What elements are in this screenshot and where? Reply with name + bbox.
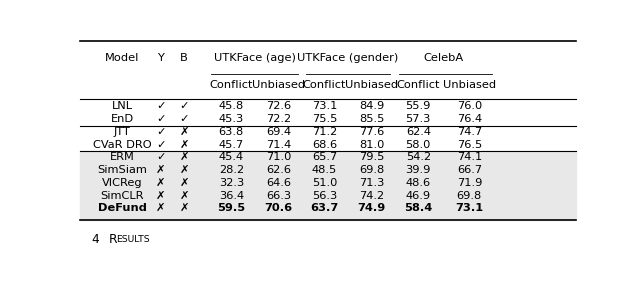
Text: Unbiased: Unbiased	[252, 80, 305, 90]
Text: 75.5: 75.5	[312, 114, 337, 124]
Text: 74.7: 74.7	[457, 127, 482, 137]
Text: 57.3: 57.3	[406, 114, 431, 124]
Text: 76.4: 76.4	[457, 114, 482, 124]
Text: ESULTS: ESULTS	[116, 235, 149, 244]
Text: 28.2: 28.2	[219, 165, 244, 175]
Text: ERM: ERM	[109, 152, 134, 162]
Text: 71.9: 71.9	[457, 178, 482, 188]
Text: 74.1: 74.1	[457, 152, 482, 162]
Text: ✓: ✓	[156, 102, 166, 111]
Text: SimCLR: SimCLR	[100, 191, 144, 200]
Text: 39.9: 39.9	[406, 165, 431, 175]
Text: 72.2: 72.2	[266, 114, 291, 124]
Text: 68.6: 68.6	[312, 140, 337, 150]
Text: 85.5: 85.5	[359, 114, 385, 124]
Text: ✗: ✗	[179, 127, 189, 137]
Text: ✓: ✓	[156, 140, 166, 150]
Text: 71.0: 71.0	[266, 152, 291, 162]
Text: 73.1: 73.1	[312, 102, 337, 111]
Text: Model: Model	[105, 54, 140, 63]
Text: 70.6: 70.6	[264, 203, 292, 213]
Text: 36.4: 36.4	[219, 191, 244, 200]
Text: 48.6: 48.6	[406, 178, 431, 188]
Text: 51.0: 51.0	[312, 178, 337, 188]
Text: 72.6: 72.6	[266, 102, 291, 111]
Text: DeFund: DeFund	[98, 203, 147, 213]
Text: 64.6: 64.6	[266, 178, 291, 188]
Text: 45.4: 45.4	[219, 152, 244, 162]
Text: 46.9: 46.9	[406, 191, 431, 200]
Text: ✗: ✗	[179, 191, 189, 200]
Text: UTKFace (gender): UTKFace (gender)	[298, 54, 399, 63]
Text: Conflict: Conflict	[209, 80, 253, 90]
Text: 4: 4	[91, 233, 99, 246]
Text: ✓: ✓	[156, 152, 166, 162]
Text: 66.3: 66.3	[266, 191, 291, 200]
Text: R: R	[109, 233, 117, 246]
Text: ✗: ✗	[179, 203, 189, 213]
Text: 62.6: 62.6	[266, 165, 291, 175]
Text: 54.2: 54.2	[406, 152, 431, 162]
Text: 45.7: 45.7	[219, 140, 244, 150]
Text: 74.9: 74.9	[358, 203, 386, 213]
Text: EnD: EnD	[111, 114, 134, 124]
Text: B: B	[180, 54, 188, 63]
Text: ✗: ✗	[156, 165, 166, 175]
Text: 48.5: 48.5	[312, 165, 337, 175]
Text: 74.2: 74.2	[359, 191, 384, 200]
Text: 58.0: 58.0	[406, 140, 431, 150]
Text: Y: Y	[157, 54, 164, 63]
Text: Unbiased: Unbiased	[345, 80, 398, 90]
Text: 65.7: 65.7	[312, 152, 337, 162]
Text: 63.8: 63.8	[219, 127, 244, 137]
Text: ✓: ✓	[156, 127, 166, 137]
Text: ✓: ✓	[156, 114, 166, 124]
Text: SimSiam: SimSiam	[97, 165, 147, 175]
Text: JTT: JTT	[114, 127, 131, 137]
Text: 59.5: 59.5	[217, 203, 245, 213]
Text: 71.2: 71.2	[312, 127, 337, 137]
Text: 62.4: 62.4	[406, 127, 431, 137]
Text: 56.3: 56.3	[312, 191, 337, 200]
Text: 81.0: 81.0	[359, 140, 385, 150]
Text: LNL: LNL	[111, 102, 132, 111]
Text: 73.1: 73.1	[455, 203, 483, 213]
Text: 45.8: 45.8	[219, 102, 244, 111]
Text: 79.5: 79.5	[359, 152, 385, 162]
Text: 77.6: 77.6	[359, 127, 384, 137]
Text: ✗: ✗	[179, 165, 189, 175]
Text: ✗: ✗	[156, 178, 166, 188]
Text: 76.0: 76.0	[457, 102, 482, 111]
Text: ✓: ✓	[179, 114, 189, 124]
Text: 55.9: 55.9	[406, 102, 431, 111]
Bar	[80, 151, 576, 220]
Text: 84.9: 84.9	[359, 102, 384, 111]
Text: ✗: ✗	[179, 152, 189, 162]
Text: 63.7: 63.7	[310, 203, 339, 213]
Text: CelebA: CelebA	[424, 54, 464, 63]
Text: 71.3: 71.3	[359, 178, 385, 188]
Text: CVaR DRO: CVaR DRO	[93, 140, 152, 150]
Text: Conflict: Conflict	[397, 80, 440, 90]
Text: 76.5: 76.5	[457, 140, 482, 150]
Text: 69.8: 69.8	[359, 165, 384, 175]
Text: Unbiased: Unbiased	[443, 80, 496, 90]
Text: UTKFace (age): UTKFace (age)	[214, 54, 296, 63]
Text: 66.7: 66.7	[457, 165, 482, 175]
Text: Conflict: Conflict	[303, 80, 346, 90]
Text: 32.3: 32.3	[219, 178, 244, 188]
Text: 45.3: 45.3	[219, 114, 244, 124]
Text: ✗: ✗	[156, 203, 166, 213]
Text: VICReg: VICReg	[102, 178, 143, 188]
Text: 69.4: 69.4	[266, 127, 291, 137]
Text: 58.4: 58.4	[404, 203, 433, 213]
Text: ✓: ✓	[179, 102, 189, 111]
Text: ✗: ✗	[179, 140, 189, 150]
Text: 69.8: 69.8	[457, 191, 482, 200]
Text: 71.4: 71.4	[266, 140, 291, 150]
Text: ✗: ✗	[156, 191, 166, 200]
Text: ✗: ✗	[179, 178, 189, 188]
